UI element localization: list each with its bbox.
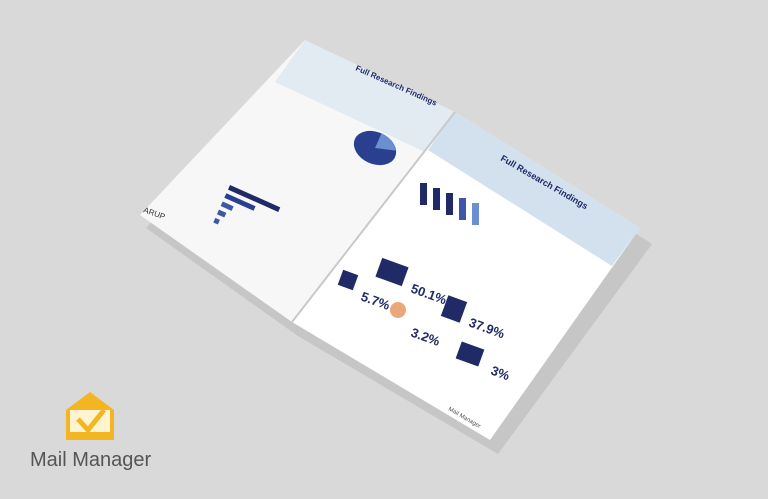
right-header-band <box>428 112 640 266</box>
bar-group <box>213 185 281 225</box>
logo-icon <box>66 392 114 440</box>
person <box>472 203 479 225</box>
pie-slice <box>375 133 396 151</box>
icon <box>390 302 406 318</box>
icon <box>337 269 359 291</box>
person <box>420 183 427 205</box>
people-icons <box>420 183 479 225</box>
bar <box>224 193 256 211</box>
bar <box>216 209 227 218</box>
stat: 3% <box>489 363 512 384</box>
icon <box>455 341 485 367</box>
person <box>446 193 453 215</box>
spine <box>291 111 456 323</box>
person <box>459 198 466 220</box>
bar <box>227 185 281 212</box>
bar <box>213 217 220 225</box>
left-header-band <box>275 40 455 152</box>
icon <box>440 295 468 323</box>
icon <box>375 257 409 287</box>
logo-label: Mail Manager <box>30 449 152 471</box>
person <box>433 188 440 210</box>
pie-chart <box>353 130 397 166</box>
bar <box>220 201 234 211</box>
check <box>76 408 106 434</box>
